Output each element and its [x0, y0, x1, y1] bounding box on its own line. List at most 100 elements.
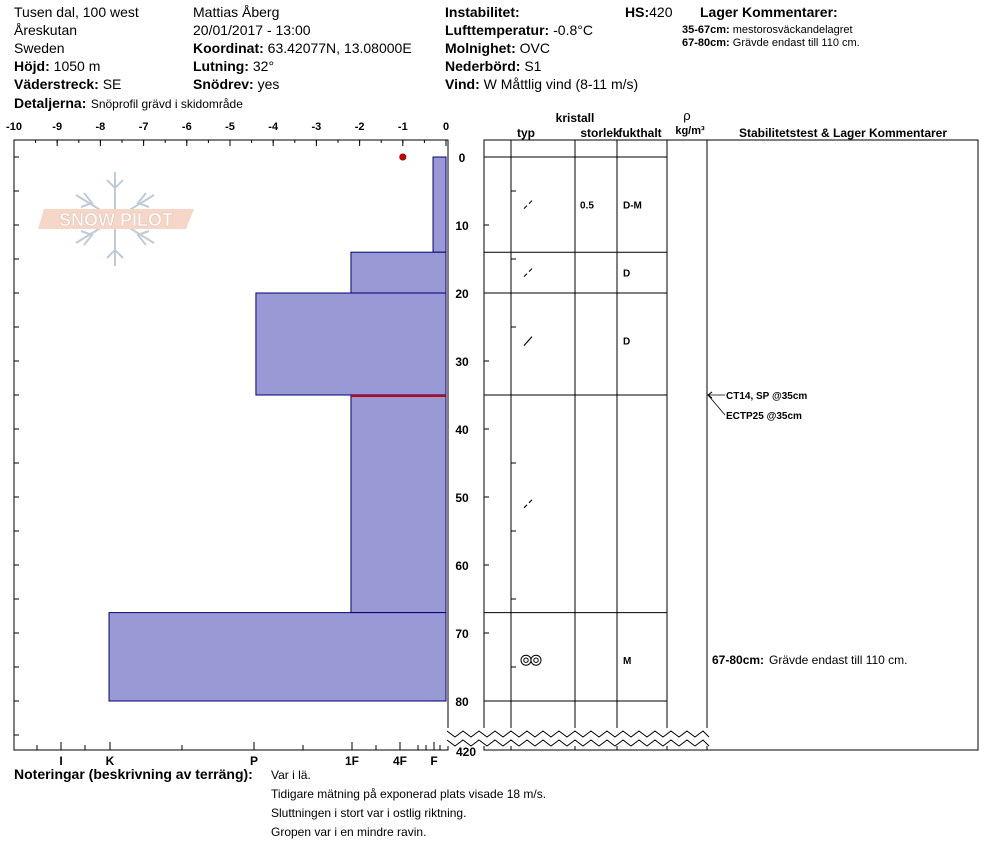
crystal-rounds-icon — [520, 654, 542, 666]
airtemp-value: -0.8°C — [553, 22, 593, 38]
sky-value: OVC — [519, 40, 550, 56]
moisture-value: D — [623, 269, 630, 280]
slope-value: 32° — [252, 58, 275, 74]
elevation-label: Höjd: — [14, 58, 50, 74]
depth-tick-label: 0 — [459, 151, 466, 165]
hs: HS:420 — [625, 4, 672, 20]
temperature-tick-label: -9 — [52, 121, 62, 133]
logo-band — [38, 209, 194, 229]
sky: Molnighet: OVC — [445, 40, 550, 56]
aspect: Väderstreck: SE — [14, 76, 121, 92]
elevation: Höjd: 1050 m — [14, 58, 100, 74]
layer-comment-0: 35-67cm: mestorosväckandelagret — [682, 24, 853, 36]
temperature-tick-label: -4 — [268, 121, 279, 133]
notes-label: Noteringar (beskrivning av terräng): — [14, 766, 253, 782]
stability-test-label: ECTP25 @35cm — [726, 411, 802, 422]
aspect-value: SE — [102, 76, 122, 92]
hardness-layer-bar — [108, 612, 447, 702]
stability-tests: CT14, SP @35cm ECTP25 @35cm 67-80cm: Grävde… — [707, 391, 908, 667]
depth-tick-label: 30 — [455, 355, 469, 369]
crystal-size-value: 0.5 — [580, 201, 594, 212]
crystal-stroke — [528, 200, 533, 204]
wind: Vind: W Måttlig vind (8-11 m/s) — [445, 76, 638, 92]
precip-value: S1 — [524, 58, 542, 74]
drift: Snödrev: yes — [193, 76, 279, 92]
coord-value: 63.42077N, 13.08000E — [267, 40, 412, 56]
moisture-value: M — [623, 656, 631, 667]
depth-tick-label: 60 — [455, 559, 469, 573]
snow-profile-chart: SNOW PILOT -10 -9 -8 -7 -6 -5 -4 -3 -2 -1 0 I K P 1F 4… — [6, 108, 979, 768]
hardness-plot-frame — [13, 139, 449, 751]
stability-arrow-icon — [707, 391, 713, 399]
crystal-stroke — [523, 205, 528, 209]
wind-value: W Måttlig vind (8-11 m/s) — [483, 76, 639, 92]
layer-comment-text: Grävde endast till 110 cm. — [769, 653, 908, 667]
axis-break-zigzag — [446, 730, 710, 738]
temperature-tick-label: -7 — [139, 121, 149, 133]
moisture-value: D — [623, 337, 630, 348]
hardness-layer-bar — [432, 156, 447, 253]
temperature-tick-label: -8 — [96, 121, 106, 133]
hs-value: 420 — [649, 4, 673, 20]
detail-label: Detaljerna: — [14, 95, 87, 111]
temperature-tick-label: -5 — [225, 121, 235, 133]
temperature-axis: -10 -9 -8 -7 -6 -5 -4 -3 -2 -1 0 — [6, 121, 449, 146]
crystal-stroke — [523, 273, 528, 277]
stability-column-header: Stabilitetstest & Lager Kommentarer — [739, 126, 947, 140]
crystal-circle — [530, 654, 542, 666]
layer-comment-range: 67-80cm: — [712, 653, 764, 667]
hardness-tick-label: P — [250, 754, 258, 768]
stability-leader-line — [707, 394, 726, 416]
axis-break-zigzag-2 — [446, 739, 710, 747]
coordinates: Koordinat: 63.42077N, 13.08000E — [193, 40, 412, 56]
snowpilot-logo: SNOW PILOT — [38, 172, 194, 266]
temperature-tick-label: -3 — [312, 121, 322, 133]
hardness-layer-bar — [255, 292, 447, 396]
crystal-facet-icon — [523, 200, 533, 209]
size-column-header: storlek — [580, 126, 620, 140]
depth-bottom-label: 420 — [456, 745, 476, 759]
airtemp-label: Lufttemperatur: — [445, 22, 550, 38]
density-column-header: kg/m³ — [675, 125, 705, 137]
depth-tick-label: 20 — [455, 287, 469, 301]
crystal-stroke — [528, 499, 533, 504]
layer-comment-range: 67-80cm: — [682, 37, 730, 49]
layer-comment-1: 67-80cm: Grävde endast till 110 cm. — [682, 37, 860, 49]
sky-label: Molnighet: — [445, 40, 516, 56]
crystal-stroke — [528, 268, 533, 272]
precip-label: Nederbörd: — [445, 58, 521, 74]
precip: Nederbörd: S1 — [445, 58, 541, 74]
layer-comment-text: Grävde endast till 110 cm. — [732, 37, 860, 49]
hardness-tick-label: 1F — [345, 754, 359, 768]
note-line: Tidigare mätning på exponerad plats visa… — [271, 787, 547, 801]
air-temp: Lufttemperatur: -0.8°C — [445, 22, 593, 38]
temperature-profile — [399, 153, 407, 161]
datetime: 20/01/2017 - 13:00 — [193, 22, 311, 38]
depth-tick-label: 70 — [455, 627, 469, 641]
layer-comment-text: mestorosväckandelagret — [732, 24, 853, 36]
slope-label: Lutning: — [193, 58, 249, 74]
crystal-facet-icon — [523, 499, 533, 509]
drift-label: Snödrev: — [193, 76, 254, 92]
layer-table-frame — [483, 139, 979, 751]
moisture-column-header: fukthalt — [618, 126, 661, 140]
note-line: Sluttningen i stort var i ostlig riktnin… — [271, 806, 467, 820]
crystal-label: kristall — [556, 111, 595, 125]
crystal-circle — [523, 657, 529, 663]
coord-label: Koordinat: — [193, 40, 264, 56]
depth-tick-label: 40 — [455, 423, 469, 437]
area: Åreskutan — [14, 22, 78, 38]
hardness-layer-bar — [350, 251, 447, 294]
hs-label: HS: — [625, 4, 650, 20]
crystal-circle — [520, 654, 532, 666]
hardness-tick-label: 4F — [393, 754, 407, 768]
hardness-axis: I K P 1F 4F F — [36, 742, 441, 768]
rho-symbol: ρ — [683, 108, 690, 123]
logo-text: SNOW PILOT — [59, 210, 173, 230]
observer: Mattias Åberg — [193, 4, 280, 20]
elevation-value: 1050 m — [53, 58, 101, 74]
stability-test-label: CT14, SP @35cm — [726, 391, 807, 402]
hardness-layer-bar — [350, 394, 447, 614]
layer-comments-title: Lager Kommentarer: — [700, 4, 838, 20]
location: Tusen dal, 100 west — [14, 4, 139, 20]
